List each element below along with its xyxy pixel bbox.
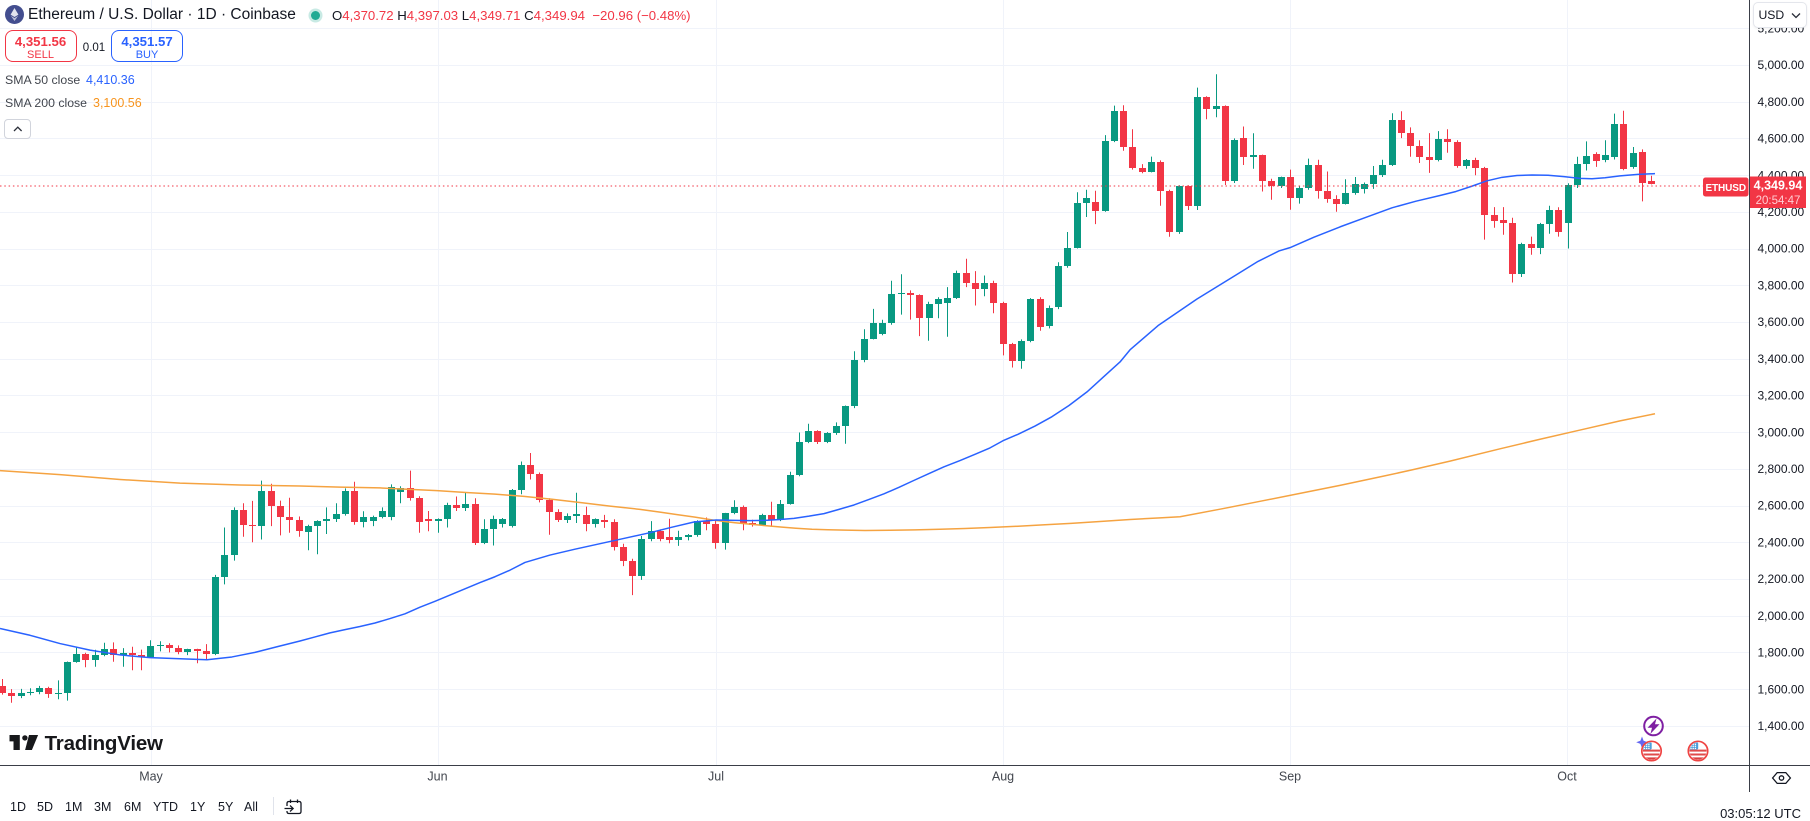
svg-text:4,600.00: 4,600.00 (1758, 132, 1805, 146)
svg-text:3,400.00: 3,400.00 (1758, 352, 1805, 366)
svg-text:Jun: Jun (427, 770, 447, 784)
svg-text:1,800.00: 1,800.00 (1758, 646, 1805, 660)
svg-text:Jul: Jul (708, 770, 724, 784)
svg-text:4,800.00: 4,800.00 (1758, 95, 1805, 109)
svg-text:4,000.00: 4,000.00 (1758, 242, 1805, 256)
svg-text:3,800.00: 3,800.00 (1758, 279, 1805, 293)
svg-text:20:54:47: 20:54:47 (1756, 195, 1801, 207)
svg-text:2,400.00: 2,400.00 (1758, 535, 1805, 549)
svg-text:Aug: Aug (992, 770, 1014, 784)
svg-text:ETHUSD: ETHUSD (1705, 183, 1746, 194)
svg-text:2,600.00: 2,600.00 (1758, 499, 1805, 513)
svg-text:5,000.00: 5,000.00 (1758, 58, 1805, 72)
svg-text:4,200.00: 4,200.00 (1758, 205, 1805, 219)
svg-text:1,600.00: 1,600.00 (1758, 682, 1805, 696)
svg-text:3,200.00: 3,200.00 (1758, 389, 1805, 403)
svg-text:2,200.00: 2,200.00 (1758, 572, 1805, 586)
svg-text:4,349.94: 4,349.94 (1754, 179, 1803, 193)
svg-text:TradingView: TradingView (45, 732, 163, 755)
svg-text:Oct: Oct (1557, 770, 1577, 784)
svg-text:2,800.00: 2,800.00 (1758, 462, 1805, 476)
svg-text:3,000.00: 3,000.00 (1758, 425, 1805, 439)
svg-text:3,600.00: 3,600.00 (1758, 315, 1805, 329)
svg-text:May: May (139, 770, 163, 784)
svg-text:2,000.00: 2,000.00 (1758, 609, 1805, 623)
svg-text:1,400.00: 1,400.00 (1758, 719, 1805, 733)
svg-text:Sep: Sep (1279, 770, 1301, 784)
